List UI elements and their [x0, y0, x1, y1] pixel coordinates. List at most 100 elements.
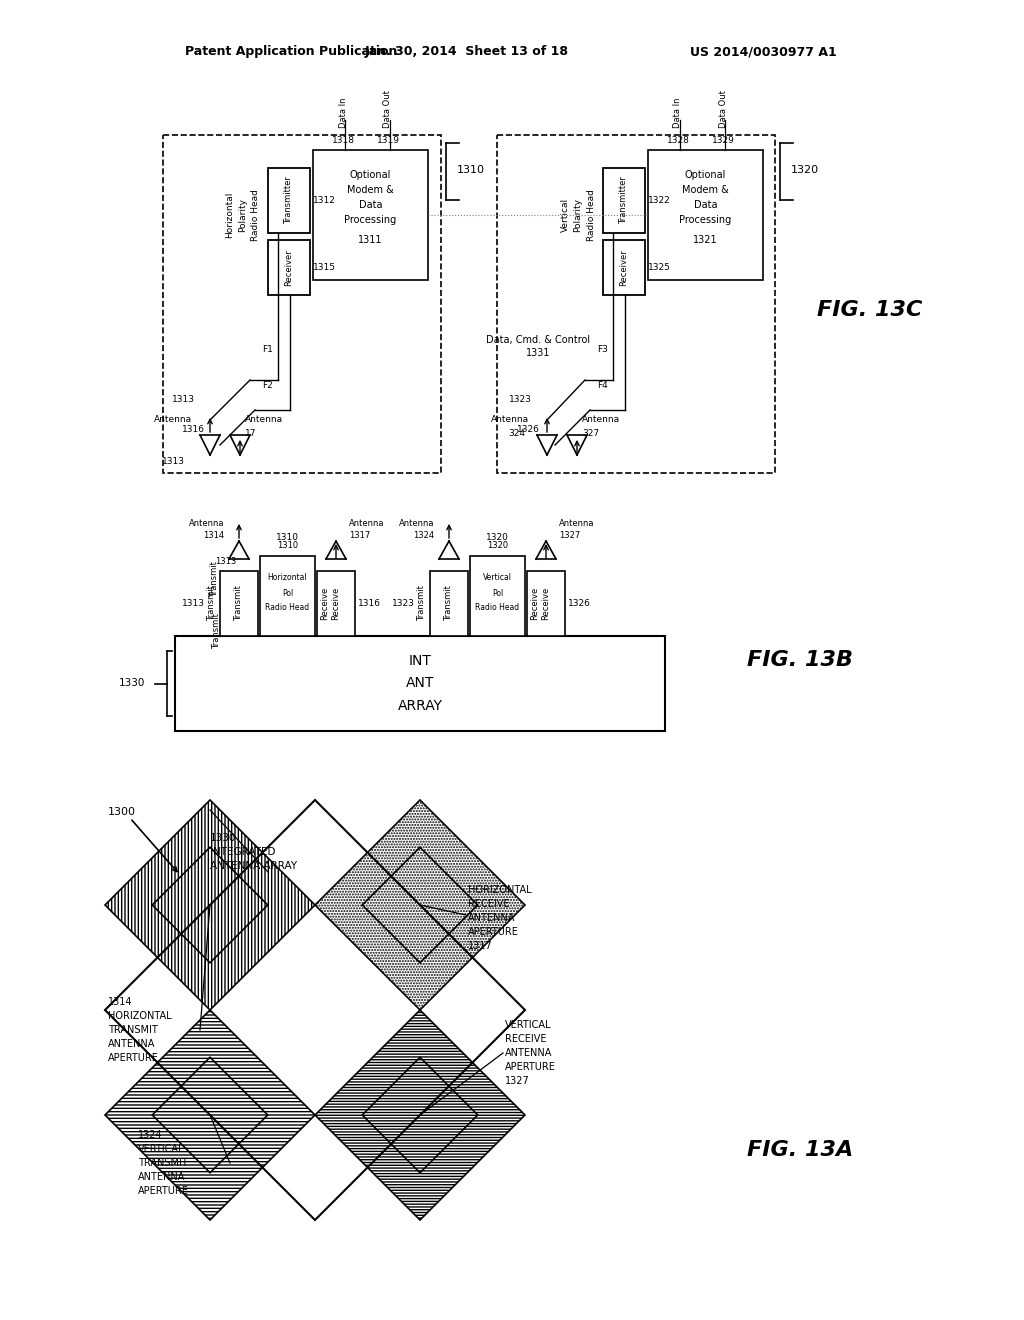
Text: Receive: Receive	[332, 587, 341, 620]
Text: ANTENNA: ANTENNA	[505, 1048, 552, 1059]
Text: 1319: 1319	[377, 136, 399, 145]
Text: HORIZONTAL: HORIZONTAL	[108, 1011, 172, 1020]
Text: RECEIVE: RECEIVE	[505, 1034, 547, 1044]
Text: APERTURE: APERTURE	[108, 1053, 159, 1063]
Text: 1310: 1310	[457, 165, 485, 176]
Text: Polarity: Polarity	[239, 198, 248, 232]
Text: ANT: ANT	[406, 676, 434, 690]
Text: 1331: 1331	[525, 348, 550, 358]
Text: RECEIVE: RECEIVE	[468, 899, 510, 909]
Text: Processing: Processing	[344, 215, 396, 224]
Text: 1324: 1324	[413, 532, 434, 540]
Bar	[430, 572, 468, 636]
Text: F2: F2	[262, 380, 272, 389]
Polygon shape	[315, 1010, 525, 1220]
Text: 1313: 1313	[162, 458, 185, 466]
Text: ANTENNA: ANTENNA	[108, 1039, 156, 1049]
Text: 1312: 1312	[313, 195, 336, 205]
Text: 17: 17	[245, 429, 256, 437]
Text: 1311: 1311	[358, 235, 383, 246]
Text: F4: F4	[597, 380, 608, 389]
Text: Receive: Receive	[321, 587, 330, 620]
Text: FIG. 13A: FIG. 13A	[746, 1140, 853, 1160]
Text: VERTICAL: VERTICAL	[138, 1144, 184, 1154]
Bar	[175, 636, 665, 731]
Text: 1300: 1300	[108, 807, 136, 817]
Text: 1322: 1322	[648, 195, 671, 205]
Text: 1330: 1330	[119, 678, 145, 689]
Text: APERTURE: APERTURE	[505, 1063, 556, 1072]
Text: 1326: 1326	[568, 599, 591, 609]
Text: Antenna: Antenna	[154, 416, 193, 425]
Text: Pol: Pol	[492, 589, 503, 598]
Text: 1310: 1310	[276, 541, 298, 550]
Text: APERTURE: APERTURE	[138, 1185, 188, 1196]
Bar	[313, 150, 428, 280]
Text: Pol: Pol	[282, 589, 293, 598]
Text: Transmitter: Transmitter	[285, 177, 294, 224]
Text: Data In: Data In	[674, 98, 683, 128]
Bar	[603, 240, 645, 294]
Text: 1315: 1315	[313, 263, 336, 272]
Text: Antenna: Antenna	[490, 416, 529, 425]
Text: Horizontal: Horizontal	[225, 191, 234, 238]
Text: Transmit: Transmit	[213, 614, 221, 649]
Text: 1324: 1324	[138, 1130, 163, 1140]
Text: 1314: 1314	[203, 532, 224, 540]
Text: Data In: Data In	[339, 98, 347, 128]
Text: 1330: 1330	[210, 833, 237, 843]
Text: 1313: 1313	[172, 396, 195, 404]
Text: 1313: 1313	[215, 557, 237, 565]
Text: 1314: 1314	[108, 997, 132, 1007]
Text: Antenna: Antenna	[245, 416, 283, 425]
Text: Patent Application Publication: Patent Application Publication	[185, 45, 397, 58]
Text: F1: F1	[262, 346, 272, 355]
Bar	[163, 135, 441, 473]
Text: Transmit: Transmit	[211, 561, 219, 597]
Text: Radio Head: Radio Head	[265, 603, 309, 612]
Bar	[268, 168, 310, 234]
Bar	[603, 168, 645, 234]
Text: 1318: 1318	[332, 136, 354, 145]
Text: Jan. 30, 2014  Sheet 13 of 18: Jan. 30, 2014 Sheet 13 of 18	[365, 45, 569, 58]
Text: APERTURE: APERTURE	[468, 927, 519, 937]
Text: Antenna: Antenna	[582, 416, 621, 425]
Text: Optional: Optional	[350, 170, 391, 180]
Text: Radio Head: Radio Head	[252, 189, 260, 242]
Text: Data: Data	[358, 201, 382, 210]
Text: ANTENNA ARRAY: ANTENNA ARRAY	[210, 861, 297, 871]
Text: 1310: 1310	[276, 533, 299, 543]
Text: ANTENNA: ANTENNA	[138, 1172, 185, 1181]
Text: 1320: 1320	[791, 165, 819, 176]
Text: Transmit: Transmit	[234, 586, 244, 622]
Text: Antenna: Antenna	[559, 519, 595, 528]
Text: Vertical: Vertical	[483, 573, 512, 582]
Bar	[527, 572, 565, 636]
Text: 1327: 1327	[505, 1076, 529, 1086]
Text: Data Out: Data Out	[719, 90, 727, 128]
Text: 324: 324	[508, 429, 525, 437]
Text: Transmitter: Transmitter	[620, 177, 629, 224]
Text: Antenna: Antenna	[398, 519, 434, 528]
Text: Processing: Processing	[679, 215, 731, 224]
Text: 1320: 1320	[486, 533, 509, 543]
Text: 1320: 1320	[487, 541, 508, 550]
Bar	[317, 572, 355, 636]
Text: 1323: 1323	[509, 396, 532, 404]
Text: 1327: 1327	[559, 532, 581, 540]
Text: 1323: 1323	[392, 599, 415, 609]
Polygon shape	[105, 800, 315, 1010]
Text: TRANSMIT: TRANSMIT	[138, 1158, 187, 1168]
Text: Radio Head: Radio Head	[475, 603, 519, 612]
Text: 1317: 1317	[349, 532, 371, 540]
Text: VERTICAL: VERTICAL	[505, 1020, 552, 1030]
Text: 1329: 1329	[712, 136, 734, 145]
Text: Transmit: Transmit	[208, 586, 216, 622]
Text: TRANSMIT: TRANSMIT	[108, 1026, 158, 1035]
Bar	[220, 572, 258, 636]
Bar	[497, 135, 775, 473]
Text: 327: 327	[582, 429, 599, 437]
Bar	[648, 150, 763, 280]
Text: 1317: 1317	[468, 941, 493, 950]
Text: Receiver: Receiver	[620, 249, 629, 286]
